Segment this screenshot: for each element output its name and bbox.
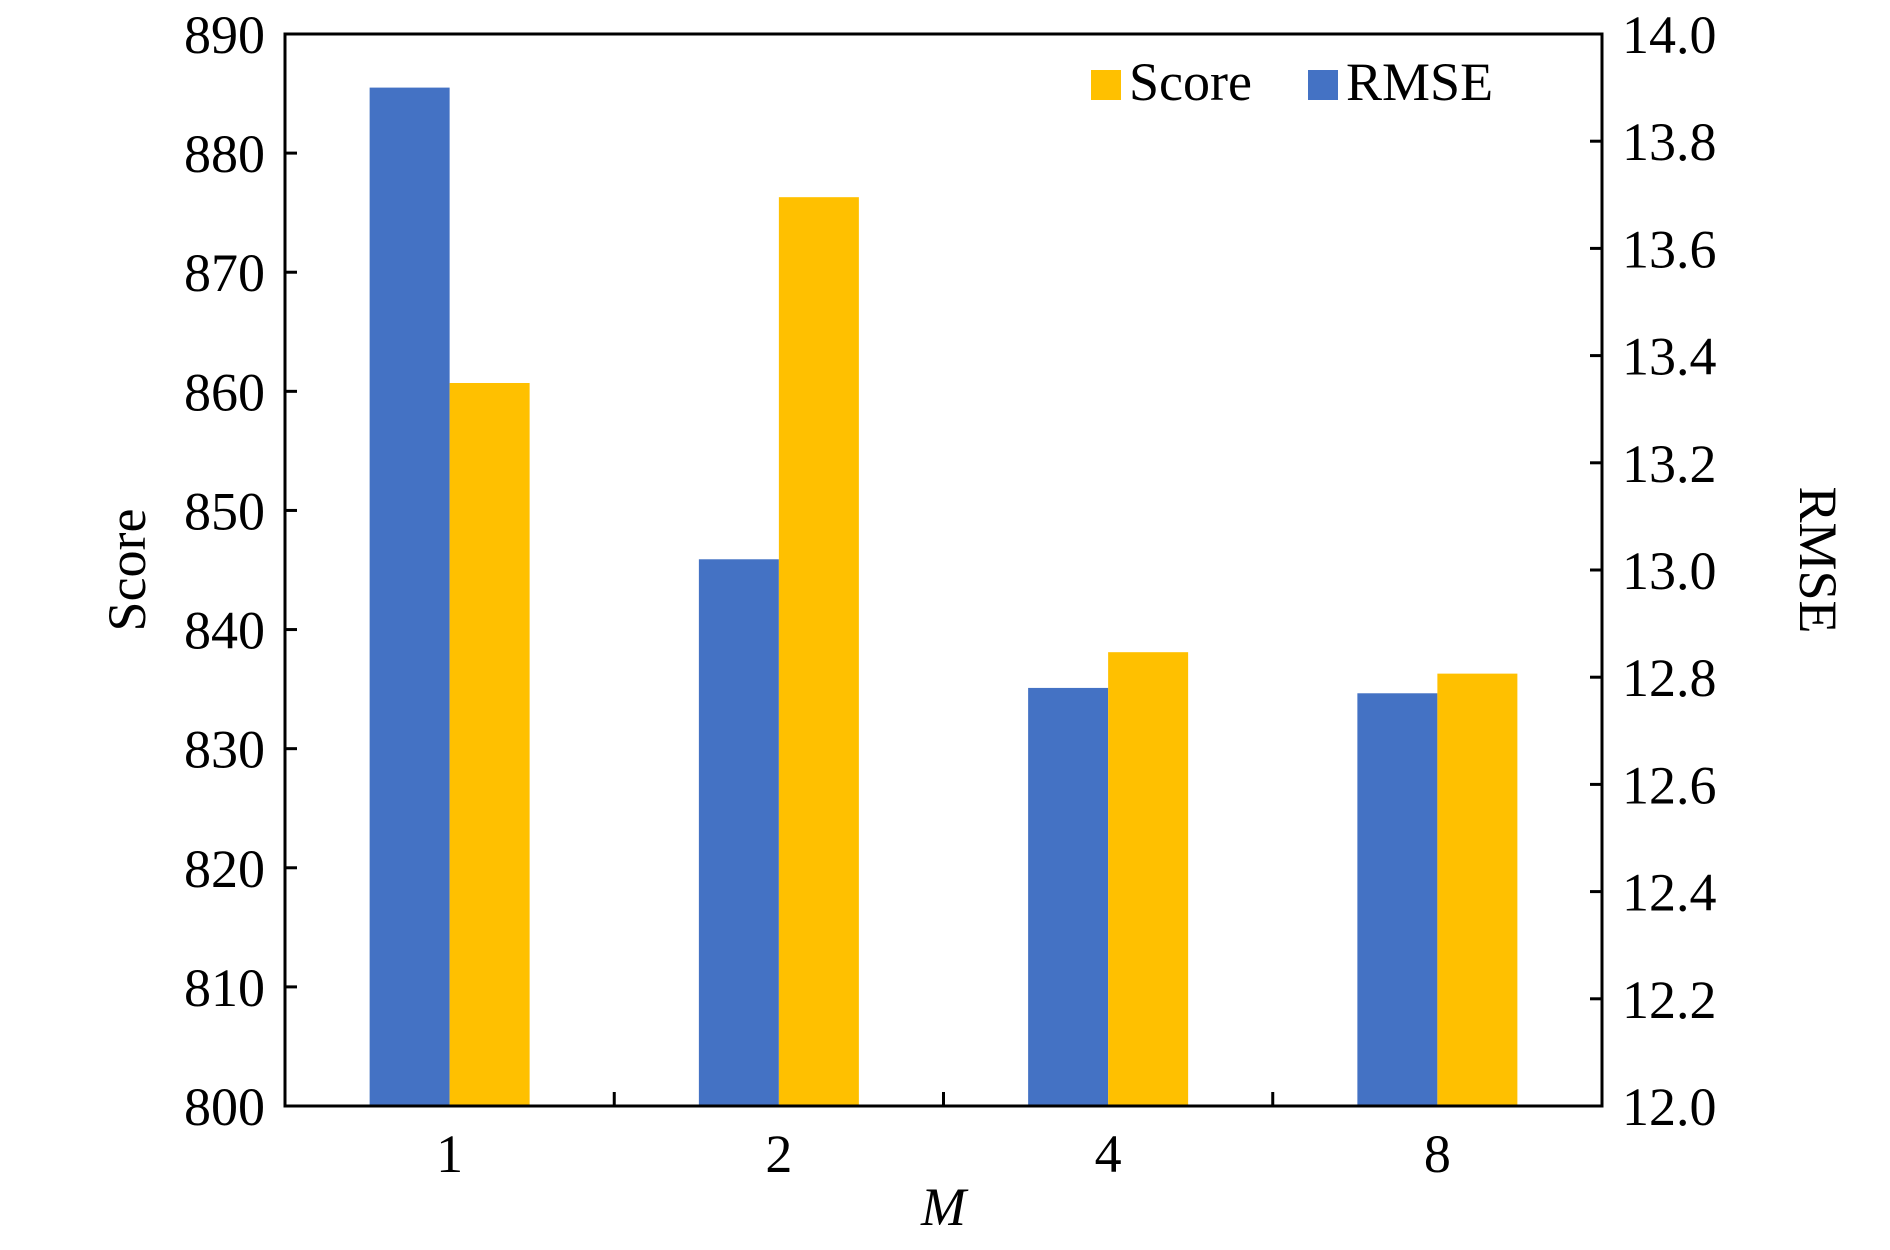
left-axis: 800 810 820 830 840 850 860 870 880 890 — [184, 5, 297, 1137]
right-tick-label: 13.0 — [1622, 541, 1717, 601]
right-tick-label: 12.0 — [1622, 1077, 1717, 1137]
right-tick-label: 12.4 — [1622, 863, 1717, 923]
left-tick-label: 850 — [184, 481, 265, 541]
x-tick-label: 4 — [1095, 1124, 1122, 1184]
x-axis: 1 2 4 8 — [436, 1092, 1451, 1184]
legend-label-score: Score — [1129, 52, 1252, 112]
right-tick-label: 13.8 — [1622, 112, 1717, 172]
right-axis: 12.0 12.2 12.4 12.6 12.8 13.0 13.2 13.4 13.6 13.8… — [1590, 5, 1717, 1137]
bar-score-1 — [449, 382, 530, 1106]
x-tick-label: 8 — [1424, 1124, 1451, 1184]
x-axis-label: M — [920, 1177, 969, 1237]
right-tick-label: 13.2 — [1622, 434, 1717, 494]
left-tick-label: 840 — [184, 601, 265, 661]
bar-rmse-4 — [1028, 687, 1109, 1106]
right-tick-label: 13.6 — [1622, 219, 1717, 279]
bars-layer — [369, 87, 1518, 1107]
x-tick-label: 2 — [765, 1124, 792, 1184]
legend-swatch-score — [1091, 70, 1121, 100]
left-tick-label: 860 — [184, 362, 265, 422]
y-axis-label-right: RMSE — [1788, 486, 1848, 633]
legend-swatch-rmse — [1308, 70, 1338, 100]
bar-score-2 — [778, 197, 859, 1106]
left-tick-label: 800 — [184, 1077, 265, 1137]
left-tick-label: 810 — [184, 958, 265, 1018]
left-tick-label: 890 — [184, 5, 265, 65]
left-tick-label: 880 — [184, 124, 265, 184]
bar-rmse-8 — [1357, 693, 1438, 1106]
bar-rmse-1 — [369, 87, 450, 1107]
bar-score-8 — [1437, 673, 1518, 1106]
legend-label-rmse: RMSE — [1346, 52, 1493, 112]
right-tick-label: 12.8 — [1622, 648, 1717, 708]
right-tick-label: 12.6 — [1622, 755, 1717, 815]
left-tick-label: 820 — [184, 839, 265, 899]
bar-score-4 — [1108, 652, 1189, 1106]
legend: Score RMSE — [1091, 52, 1493, 112]
y-axis-label-left: Score — [97, 509, 157, 632]
right-tick-label: 12.2 — [1622, 970, 1717, 1030]
bar-rmse-2 — [698, 559, 779, 1106]
left-tick-label: 870 — [184, 243, 265, 303]
right-tick-label: 13.4 — [1622, 327, 1717, 387]
left-tick-label: 830 — [184, 720, 265, 780]
x-tick-label: 1 — [436, 1124, 463, 1184]
right-tick-label: 14.0 — [1622, 5, 1717, 65]
